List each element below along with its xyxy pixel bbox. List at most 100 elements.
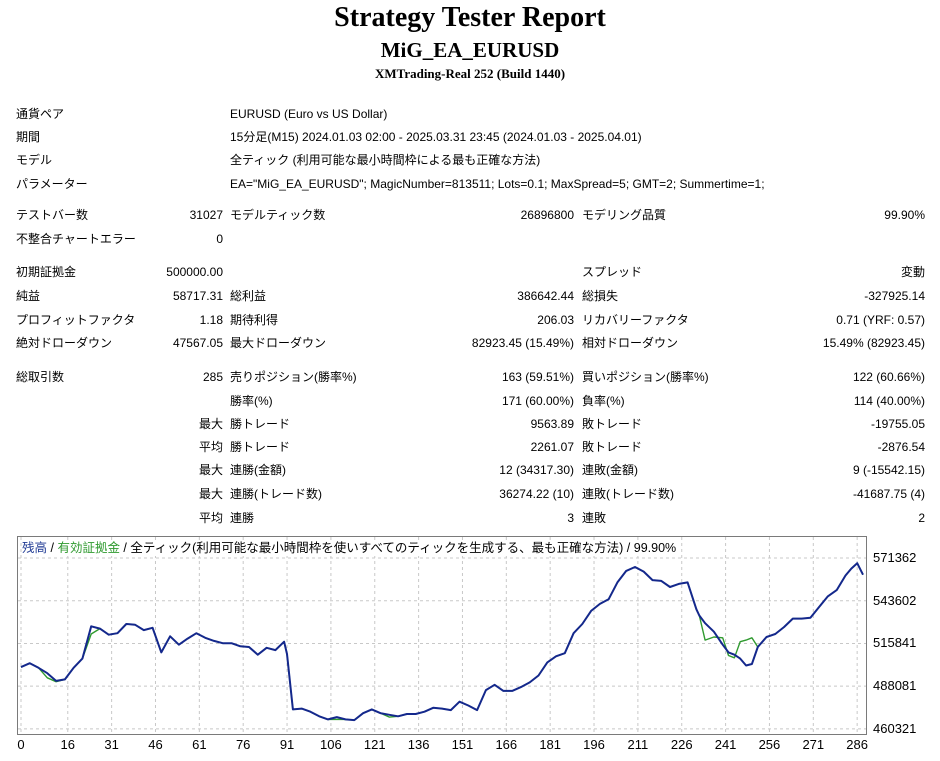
average-win-value: 2261.07: [530, 440, 574, 454]
avg-consec-losses-value: 2: [918, 511, 925, 525]
profit-trades-value: 171 (60.00%): [501, 394, 574, 408]
equity-line: [20, 562, 864, 721]
absolute-drawdown-label: 絶対ドローダウン: [16, 336, 113, 350]
x-tick-label: 46: [148, 737, 163, 752]
deposit-value: 500000.00: [166, 265, 223, 279]
model-value: 全ティック (利用可能な最小時間枠による最も正確な方法): [230, 153, 541, 167]
avg-consec-wins-label: 連勝: [230, 511, 255, 525]
expected-payoff-label: 期待利得: [230, 313, 279, 327]
avg-consec-wins-value: 3: [567, 511, 574, 525]
legend-description: / 全ティック(利用可能な最小時間枠を使いすべてのティックを生成する、最も正確な…: [119, 541, 677, 555]
spread-value: 変動: [900, 265, 925, 279]
loss-trades-label: 負率(%): [582, 394, 625, 408]
recovery-factor-value: 0.71 (YRF: 0.57): [836, 313, 925, 327]
ticks-value: 26896800: [520, 208, 574, 222]
largest-loss-value: -19755.05: [870, 417, 925, 431]
short-positions-value: 163 (59.51%): [501, 370, 574, 384]
long-positions-value: 122 (60.66%): [852, 370, 925, 384]
avg-consec-losses-label: 連敗: [582, 511, 607, 525]
x-tick-label: 271: [802, 737, 825, 752]
y-tick-label: 460321: [873, 720, 917, 736]
absolute-drawdown-value: 47567.05: [172, 336, 223, 350]
max-consec-losses-count-label: 連敗(トレード数): [582, 487, 674, 501]
max-consec-wins-count-label: 連勝(トレード数): [230, 487, 322, 501]
net-profit-label: 純益: [16, 289, 41, 303]
x-tick-label: 226: [670, 737, 693, 752]
deposit-label: 初期証拠金: [16, 265, 77, 279]
average-win-label: 勝トレード: [230, 440, 291, 454]
relative-drawdown-label: 相対ドローダウン: [582, 336, 679, 350]
balance-chart-plot: [18, 537, 866, 734]
spread-label: スプレッド: [582, 265, 643, 279]
x-tick-label: 136: [407, 737, 430, 752]
y-tick-label: 543602: [873, 592, 917, 608]
gross-profit-label: 総利益: [230, 289, 267, 303]
max-consec-losses-count-value: -41687.75 (4): [852, 487, 925, 501]
x-tick-label: 121: [363, 737, 386, 752]
report-title: Strategy Tester Report: [334, 2, 606, 33]
y-tick-label: 571362: [873, 549, 917, 565]
x-tick-label: 91: [279, 737, 295, 752]
average-loss-value: -2876.54: [877, 440, 925, 454]
symbol-label: 通貨ペア: [16, 107, 65, 121]
total-trades-value: 285: [202, 370, 223, 384]
x-tick-label: 166: [495, 737, 518, 752]
parameters-value: EA="MiG_EA_EURUSD"; MagicNumber=813511; …: [230, 177, 765, 191]
profit-factor-value: 1.18: [199, 313, 223, 327]
max-consec-wins-amount-value: 12 (34317.30): [499, 463, 574, 477]
legend-separator: /: [47, 541, 58, 555]
maximal-drawdown-value: 82923.45 (15.49%): [471, 336, 574, 350]
bars-label: テストバー数: [16, 208, 89, 222]
x-tick-label: 16: [60, 737, 75, 752]
gross-loss-value: -327925.14: [864, 289, 925, 303]
y-tick-label: 488081: [873, 678, 917, 694]
average-loss-label: 敗トレード: [582, 440, 643, 454]
max-consec-losses-amount-value: 9 (-15542.15): [852, 463, 925, 477]
maximal-drawdown-label: 最大ドローダウン: [230, 336, 327, 350]
max-consec-wins-amount-label: 連勝(金額): [230, 463, 286, 477]
expert-name: MiG_EA_EURUSD: [380, 38, 560, 62]
avg-consec-row-label: 平均: [199, 511, 224, 525]
quality-value: 99.90%: [884, 208, 925, 222]
largest-row-label: 最大: [199, 417, 224, 431]
x-tick-label: 196: [583, 737, 605, 752]
x-tick-label: 0: [17, 737, 25, 752]
period-value: 15分足(M15) 2024.01.03 02:00 - 2025.03.31 …: [230, 130, 642, 144]
max-consec-count-row-label: 最大: [199, 487, 224, 501]
max-consec-losses-amount-label: 連敗(金額): [582, 463, 638, 477]
largest-win-label: 勝トレード: [230, 417, 291, 431]
period-label: 期間: [16, 130, 41, 144]
recovery-factor-label: リカバリーファクタ: [582, 313, 689, 327]
server-build: XMTrading-Real 252 (Build 1440): [374, 66, 566, 81]
chart-legend: 残高 / 有効証拠金 / 全ティック(利用可能な最小時間枠を使いすべてのティック…: [22, 541, 679, 556]
x-tick-label: 76: [235, 737, 251, 752]
gross-loss-label: 総損失: [582, 289, 619, 303]
x-tick-label: 256: [758, 737, 781, 752]
quality-label: モデリング品質: [582, 208, 667, 222]
profit-factor-label: プロフィットファクタ: [16, 313, 136, 327]
bars-value: 31027: [189, 208, 223, 222]
symbol-value: EURUSD (Euro vs US Dollar): [230, 107, 388, 121]
x-tick-label: 241: [714, 737, 737, 752]
net-profit-value: 58717.31: [172, 289, 223, 303]
ticks-label: モデルティック数: [230, 208, 326, 222]
balance-line: [20, 562, 864, 722]
max-consec-amount-row-label: 最大: [199, 463, 224, 477]
long-positions-label: 買いポジション(勝率%): [582, 370, 709, 384]
largest-loss-label: 敗トレード: [582, 417, 643, 431]
x-tick-label: 31: [104, 737, 119, 752]
x-tick-label: 61: [192, 737, 207, 752]
legend-equity: 有効証拠金: [57, 541, 120, 555]
legend-balance: 残高: [22, 541, 48, 555]
x-tick-label: 106: [320, 737, 342, 752]
gross-profit-value: 386642.44: [517, 289, 574, 303]
total-trades-label: 総取引数: [16, 370, 65, 384]
y-tick-label: 515841: [873, 635, 917, 651]
loss-trades-value: 114 (40.00%): [853, 394, 925, 408]
balance-chart: 残高 / 有効証拠金 / 全ティック(利用可能な最小時間枠を使いすべてのティック…: [17, 536, 867, 735]
parameters-label: パラメーター: [16, 177, 88, 191]
x-tick-label: 181: [539, 737, 562, 752]
model-label: モデル: [16, 153, 53, 167]
average-row-label: 平均: [199, 440, 224, 454]
x-tick-label: 151: [451, 737, 474, 752]
